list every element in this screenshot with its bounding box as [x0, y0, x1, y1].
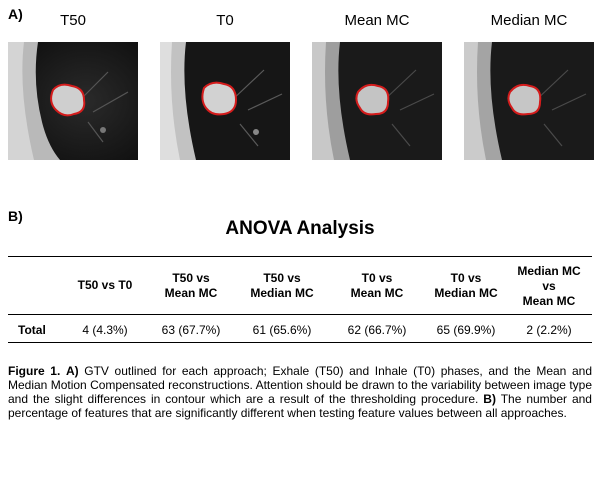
ct-image-t0 — [160, 42, 290, 160]
image-title-t50: T50 — [60, 12, 86, 29]
table-cell: 61 (65.6%) — [252, 323, 312, 337]
column-header-line: T50 vs T0 — [77, 278, 133, 292]
column-header-t50-vs-mean-mc: T50 vs Mean MC — [146, 271, 236, 301]
table-cell: 62 (66.7%) — [347, 323, 407, 337]
column-header-t50-vs-median-mc: T50 vs Median MC — [232, 271, 332, 301]
column-header-line: T50 vs — [263, 271, 301, 285]
panel-b-label: B) — [8, 208, 23, 224]
caption-b-text: The number and percentage of features th… — [8, 392, 592, 420]
column-header-median-mc-vs-mean-mc: Median MC vs Mean MC — [504, 264, 594, 309]
table-bottom-rule — [8, 342, 592, 343]
column-header-line: T0 vs — [450, 271, 482, 285]
column-header-line: Mean MC — [164, 286, 218, 300]
column-header-line: T50 vs — [172, 271, 210, 285]
image-title-median-mc: Median MC — [490, 12, 568, 29]
column-header-t0-vs-median-mc: T0 vs Median MC — [416, 271, 516, 301]
ct-image-mean-mc — [312, 42, 442, 160]
column-header-t0-vs-mean-mc: T0 vs Mean MC — [332, 271, 422, 301]
ct-image-t50 — [8, 42, 138, 160]
column-header-line: Mean MC — [522, 294, 576, 308]
table-title: ANOVA Analysis — [225, 218, 375, 239]
table-cell: 4 (4.3%) — [82, 323, 128, 337]
column-header-line: T0 vs — [361, 271, 393, 285]
table-cell: 63 (67.7%) — [161, 323, 221, 337]
ct-image-median-mc — [464, 42, 594, 160]
row-label-total: Total — [18, 323, 46, 337]
caption-figure-label: Figure 1. — [8, 364, 61, 378]
column-header-line: Mean MC — [350, 286, 404, 300]
image-title-mean-mc: Mean MC — [344, 12, 410, 29]
column-header-line: Median MC — [250, 286, 314, 300]
column-header-line: Median MC — [434, 286, 498, 300]
table-cell: 65 (69.9%) — [436, 323, 496, 337]
image-title-t0: T0 — [216, 12, 234, 29]
table-top-rule — [8, 256, 592, 257]
column-header-line: vs — [542, 279, 556, 293]
column-header-line: Median MC — [517, 264, 581, 278]
figure-caption: Figure 1. A) GTV outlined for each appro… — [8, 364, 592, 420]
caption-a-label: A) — [65, 364, 79, 378]
caption-b-label: B) — [483, 392, 496, 406]
table-header-rule — [8, 314, 592, 315]
panel-a-label: A) — [8, 6, 23, 22]
column-header-t50-vs-t0: T50 vs T0 — [60, 278, 150, 293]
caption-a-text: GTV outlined for each approach; Exhale (… — [8, 364, 593, 406]
table-cell: 2 (2.2%) — [526, 323, 572, 337]
